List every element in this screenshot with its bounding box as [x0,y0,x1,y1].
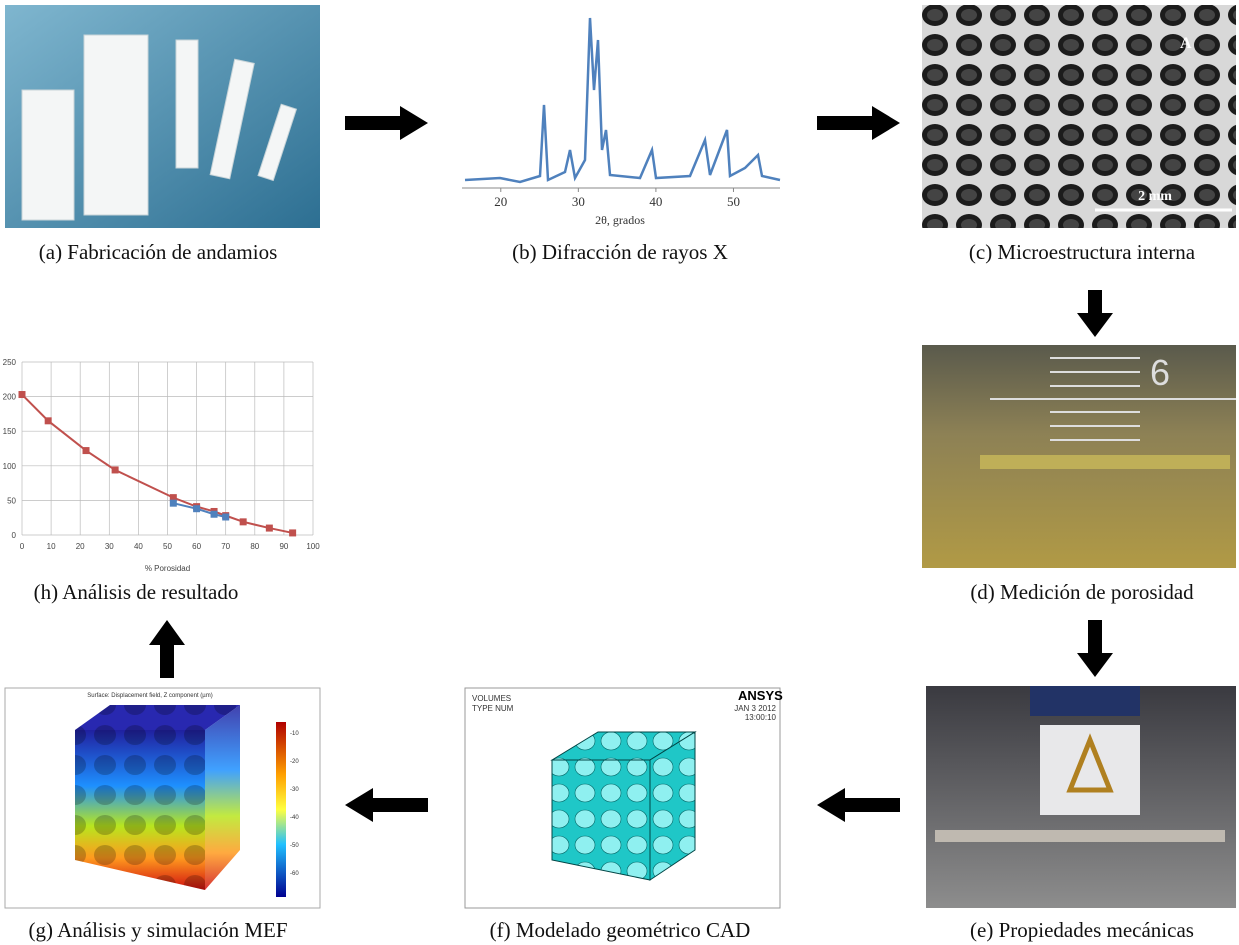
cube-front [552,760,650,880]
xrd-tick-label: 30 [572,194,585,209]
data-point [211,511,218,518]
arrow-right [817,106,900,140]
x-tick-label: 80 [250,542,259,551]
caption: (e) Propiedades mecánicas [970,918,1194,942]
cad-text: VOLUMES [472,694,511,703]
arrow-down [1077,620,1113,677]
x-tick-label: 20 [76,542,85,551]
data-point [45,417,52,424]
caption: (a) Fabricación de andamios [39,240,278,264]
colorbar-label: -30 [290,787,299,793]
xrd-tick-label: 50 [727,194,740,209]
y-tick-label: 150 [3,427,17,436]
liquid-surface [980,455,1230,469]
scale-label: 2 mm [1138,189,1172,204]
data-point [289,529,296,536]
caption: (d) Medición de porosidad [970,580,1194,604]
x-tick-label: 100 [306,542,320,551]
x-tick-label: 90 [279,542,288,551]
cad-time: 13:00:10 [745,713,777,722]
x-tick-label: 60 [192,542,201,551]
colorbar-label: -10 [290,731,299,737]
arrow-right [345,106,428,140]
colorbar-label: -60 [290,871,299,877]
y-tick-label: 50 [7,496,16,505]
xrd-curve [465,18,780,182]
xrd-axis-label: 2θ, grados [595,213,645,227]
xrd-tick-label: 20 [494,194,507,209]
caption: (h) Análisis de resultado [34,580,239,604]
cad-date: JAN 3 2012 [734,704,776,713]
x-tick-label: 10 [47,542,56,551]
xrd-tick-label: 40 [649,194,662,209]
x-tick-label: 30 [105,542,114,551]
data-point [193,505,200,512]
x-tick-label: 0 [20,542,25,551]
porosity-chart: 0 50 100 150 200 250 0 10 20 30 40 50 60 70 80 90 100 % P… [3,358,321,573]
caption: (b) Difracción de rayos X [512,240,728,264]
y-tick-label: 250 [3,358,17,367]
caption: (g) Análisis y simulación MEF [29,918,288,942]
colorbar-label: -40 [290,815,299,821]
y-tick-label: 100 [3,462,17,471]
arrow-left [345,788,428,822]
cad-text: TYPE NUM [472,704,514,713]
caption: (f) Modelado geométrico CAD [490,918,751,942]
arrow-down [1077,290,1113,337]
series-line [22,395,293,533]
base-plate [935,830,1225,842]
y-tick-label: 200 [3,393,17,402]
sem-label: A [1180,35,1192,52]
load-cell [1030,686,1140,716]
cad-brand: ANSYS [738,688,783,703]
x-tick-label: 40 [134,542,143,551]
colorbar-label: -20 [290,759,299,765]
arrow-up [149,620,185,678]
xrd-plot: 20 30 40 50 2θ, grados [462,18,780,227]
data-point [170,500,177,507]
data-point [83,447,90,454]
x-tick-label: 50 [163,542,172,551]
graduation-number: 6 [1150,352,1170,393]
data-point [240,518,247,525]
x-tick-label: 70 [221,542,230,551]
fem-colorbar [276,722,286,897]
data-point [19,391,26,398]
fem-title: Surface: Displacement field, Z component… [87,693,213,699]
data-point [266,525,273,532]
x-axis-label: % Porosidad [145,564,190,573]
colorbar-label: -50 [290,843,299,849]
y-tick-label: 0 [12,531,17,540]
data-point [112,466,119,473]
caption: (c) Microestructura interna [969,240,1196,264]
arrow-left [817,788,900,822]
data-point [222,514,229,521]
workflow-diagram: (a) Fabricación de andamios 20 30 40 50 2θ, … [0,0,1239,945]
